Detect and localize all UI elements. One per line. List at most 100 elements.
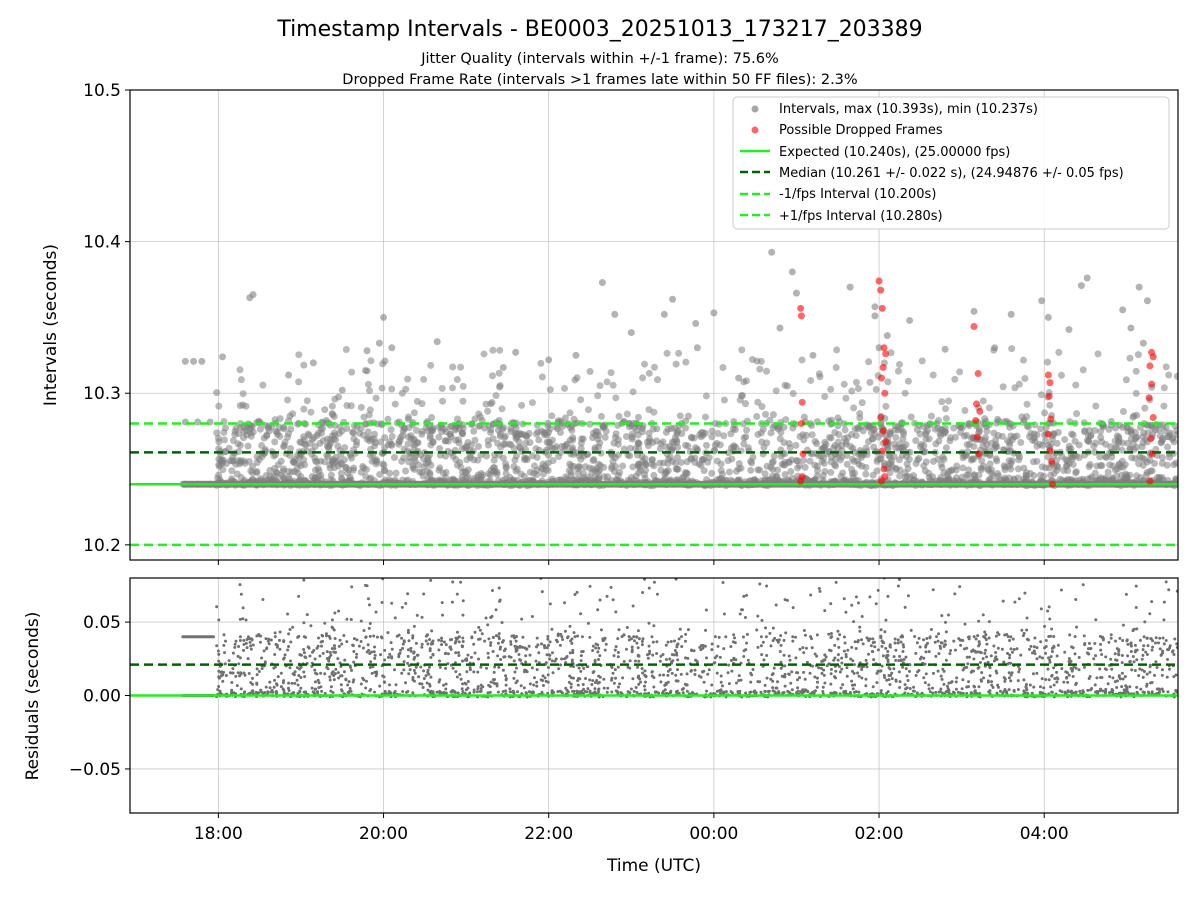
residual-point [461, 599, 465, 603]
residual-point [813, 675, 817, 679]
dropped-frame-point [1148, 450, 1156, 458]
interval-point [239, 390, 247, 398]
residual-point [568, 651, 572, 655]
dropped-frame-point [881, 389, 889, 397]
interval-point [236, 420, 244, 428]
residual-point [245, 646, 249, 650]
residual-point [925, 637, 929, 641]
residual-point [641, 591, 645, 595]
interval-point [442, 452, 450, 460]
residual-point [789, 681, 793, 685]
interval-point [1005, 457, 1013, 465]
residual-point [967, 680, 971, 684]
residual-point [858, 629, 862, 633]
interval-point [936, 429, 944, 437]
interval-point [1069, 431, 1077, 439]
interval-point [256, 425, 264, 433]
interval-point [1019, 418, 1027, 426]
dropped-frame-point [976, 407, 984, 415]
interval-point [760, 443, 768, 451]
interval-point [910, 472, 918, 480]
interval-point [1115, 438, 1123, 446]
residual-point [644, 680, 648, 684]
interval-point [981, 415, 989, 423]
interval-point [629, 463, 637, 471]
residual-point [843, 641, 847, 645]
interval-point [814, 466, 822, 474]
interval-point [865, 358, 873, 366]
residual-point [317, 681, 321, 685]
residual-point [365, 584, 369, 588]
interval-point [609, 381, 617, 389]
interval-point [233, 470, 241, 478]
interval-point [328, 410, 336, 418]
interval-point [646, 434, 654, 442]
residual-point [894, 679, 898, 683]
residual-point [1007, 688, 1011, 692]
residual-point [501, 668, 505, 672]
interval-point [620, 445, 628, 453]
interval-point [399, 432, 407, 440]
interval-point [976, 427, 984, 435]
residual-point [681, 691, 685, 695]
residual-point [273, 652, 277, 656]
interval-point [963, 441, 971, 449]
interval-point [1165, 453, 1173, 461]
residual-point [1012, 648, 1016, 652]
interval-point [235, 448, 243, 456]
residual-point [422, 592, 426, 596]
interval-point [859, 427, 867, 435]
interval-point [596, 439, 604, 447]
residual-point [776, 680, 780, 684]
interval-point [1033, 442, 1041, 450]
residual-point [867, 652, 871, 656]
interval-point [439, 397, 447, 405]
interval-point [794, 464, 802, 472]
interval-point [488, 372, 496, 380]
interval-point [675, 349, 683, 357]
interval-point [1132, 367, 1140, 375]
dropped-frame-point [880, 465, 888, 473]
interval-point [410, 436, 418, 444]
residual-point [989, 654, 993, 658]
interval-point [381, 434, 389, 442]
residual-point [647, 621, 651, 625]
interval-point [1041, 409, 1049, 417]
interval-point [761, 470, 769, 478]
interval-point [1151, 459, 1159, 467]
residual-point [636, 629, 640, 633]
residual-point [718, 655, 722, 659]
residual-point [790, 688, 794, 692]
residual-point [897, 578, 901, 581]
interval-point [222, 460, 230, 468]
interval-point [490, 467, 498, 475]
interval-point [266, 466, 274, 474]
residual-point [576, 683, 580, 687]
residual-point [1052, 666, 1056, 670]
interval-point [708, 427, 716, 435]
dropped-frame-point [1046, 379, 1054, 387]
residual-point [903, 605, 907, 609]
interval-point [1044, 358, 1052, 366]
residual-point [743, 615, 747, 619]
residual-point [674, 673, 678, 677]
residual-point [1044, 645, 1048, 648]
interval-point [650, 471, 658, 479]
residual-point [616, 685, 620, 689]
residual-point [1060, 667, 1064, 671]
residual-point [905, 674, 909, 678]
dropped-frame-point [875, 277, 883, 285]
residual-point [597, 674, 601, 678]
interval-point [766, 416, 774, 424]
interval-point [838, 442, 846, 450]
residual-point [1035, 671, 1039, 675]
interval-point [1162, 363, 1170, 371]
residual-point [572, 631, 576, 635]
residual-point [603, 648, 607, 652]
interval-point [924, 426, 932, 434]
interval-point [511, 456, 519, 464]
residual-point [808, 671, 812, 675]
interval-point [843, 451, 851, 459]
interval-point [236, 460, 244, 468]
interval-point [544, 419, 552, 427]
